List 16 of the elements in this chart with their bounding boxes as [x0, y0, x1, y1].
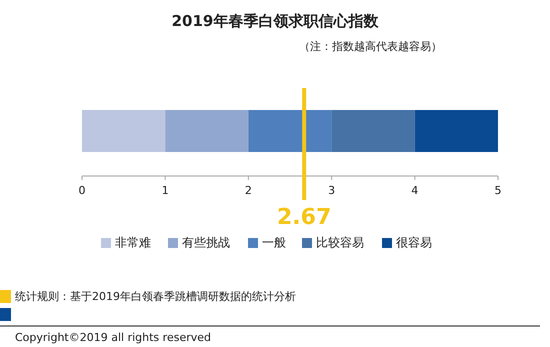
x-tick-label: 1 [162, 184, 169, 198]
legend-label: 很容易 [396, 235, 432, 250]
text: 统计规则：基于2019年白领春季跳槽调研数据的统计分析 [15, 290, 296, 304]
legend-label: 比较容易 [316, 235, 364, 250]
x-tick-label: 3 [328, 184, 336, 198]
legend-label: 一般 [262, 235, 286, 250]
legend-label: 有些挑战 [182, 235, 230, 250]
text: Copyright©2019 all rights reserved [15, 331, 211, 344]
chart-title: 2019年春季白领求职信心指数 [172, 12, 380, 30]
x-tick-label: 2 [244, 184, 252, 198]
x-tick-label: 0 [78, 184, 86, 198]
chart-subtitle: （注：指数越高代表越容易） [299, 40, 442, 54]
legend-label: 非常难 [115, 235, 151, 250]
x-tick-label: 5 [494, 184, 502, 198]
x-tick-label: 4 [411, 184, 418, 198]
ref-line-label: 2.67 [277, 205, 332, 230]
